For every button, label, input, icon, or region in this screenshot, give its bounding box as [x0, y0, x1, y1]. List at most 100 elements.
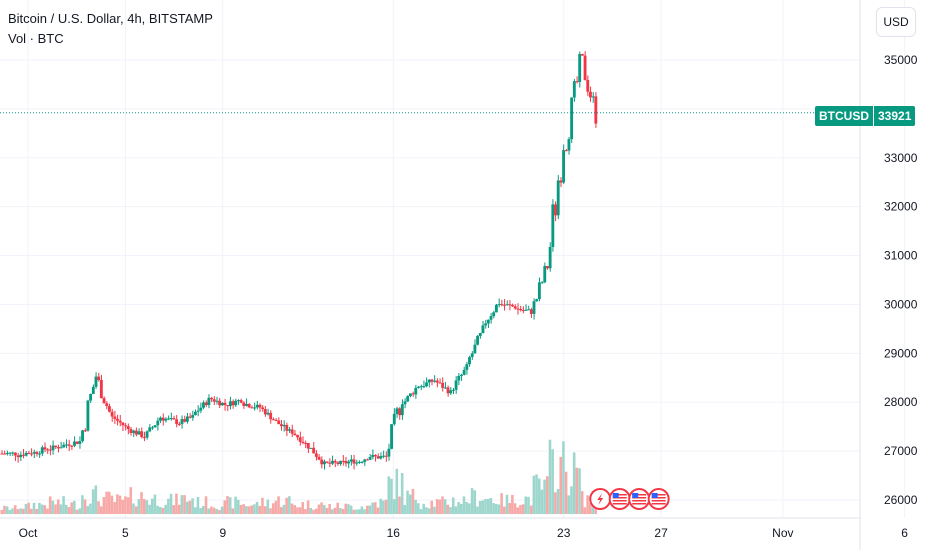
volume-bar	[446, 504, 450, 514]
volume-bar	[124, 496, 127, 514]
volume-bar	[121, 499, 124, 514]
volume-bar	[417, 503, 420, 514]
candle-body	[239, 400, 243, 403]
x-tick-label: 5	[122, 526, 129, 540]
volume-bar	[578, 468, 581, 514]
volume-bar	[129, 487, 133, 514]
candle-body	[336, 462, 340, 464]
volume-bar	[325, 507, 329, 514]
us-flag-icon[interactable]	[608, 488, 631, 510]
volume-bar	[422, 503, 425, 514]
candle-body	[21, 454, 25, 456]
candle-body	[344, 461, 348, 464]
candle-body	[46, 449, 50, 451]
candle-body	[78, 441, 82, 444]
volume-bar	[279, 507, 283, 514]
volume-bar	[271, 503, 275, 514]
candle-body	[91, 386, 95, 394]
candle-body	[40, 447, 44, 454]
x-tick-label: 16	[387, 526, 401, 540]
volume-bar	[519, 504, 522, 514]
x-tick-label: 23	[557, 526, 571, 540]
volume-bar	[59, 504, 63, 514]
candle-body	[285, 424, 289, 431]
candle-body	[368, 457, 372, 460]
candle-body	[121, 422, 125, 426]
candle-body	[83, 430, 87, 432]
candle-body	[269, 412, 273, 420]
volume-bar	[433, 506, 436, 514]
candle-body	[5, 453, 9, 455]
volume-bar	[349, 505, 353, 514]
volume-bar	[148, 504, 151, 514]
candle-body	[277, 420, 281, 425]
lightning-icon[interactable]	[589, 488, 612, 510]
candle-body	[110, 411, 114, 417]
candle-body	[8, 452, 12, 454]
candle-body	[460, 374, 463, 376]
us-flag-icon[interactable]	[628, 488, 651, 510]
candle-body	[118, 420, 122, 423]
volume-bar	[107, 491, 111, 514]
candle-body	[271, 419, 275, 421]
volume-bar	[296, 507, 299, 514]
candle-body	[414, 387, 418, 395]
volume-bar	[239, 504, 243, 514]
volume-bar	[94, 485, 98, 514]
volume-bar	[3, 505, 6, 514]
candle-body	[54, 445, 58, 448]
candle-body	[242, 402, 246, 406]
volume-bar	[478, 501, 482, 514]
candle-body	[417, 386, 420, 388]
volume-bar	[282, 504, 286, 514]
candle-body	[411, 393, 415, 395]
candle-body	[258, 404, 262, 408]
volume-bar	[543, 479, 546, 514]
volume-bar	[35, 509, 38, 514]
volume-bar	[81, 495, 84, 514]
volume-bar	[374, 502, 377, 514]
candle-body	[537, 282, 541, 300]
volume-bar	[199, 508, 202, 514]
volume-bar	[379, 498, 382, 514]
candle-body	[529, 309, 533, 314]
volume-bar	[540, 489, 544, 514]
volume-bar	[177, 504, 181, 514]
candle-body	[185, 416, 189, 422]
volume-bar	[355, 509, 358, 514]
volume-bar	[8, 510, 12, 514]
candle-body	[199, 407, 203, 411]
volume-bar	[164, 504, 167, 514]
volume-bar	[527, 496, 530, 514]
event-markers[interactable]	[589, 488, 670, 510]
us-flag-icon[interactable]	[647, 488, 670, 510]
candle-body	[70, 445, 74, 447]
currency-button[interactable]: USD	[876, 7, 916, 37]
candle-body	[433, 380, 437, 382]
volume-bar	[62, 496, 65, 514]
candle-body	[298, 437, 302, 442]
volume-bar	[293, 505, 296, 514]
volume-bar	[150, 498, 154, 514]
candle-body	[142, 437, 146, 439]
candle-body	[140, 431, 144, 438]
volume-bar	[156, 505, 159, 514]
y-tick-label: 33000	[884, 151, 918, 165]
volume-bar	[516, 507, 520, 514]
candle-body	[435, 380, 439, 383]
volume-bar	[580, 491, 584, 514]
candle-body	[513, 306, 517, 309]
candle-body	[94, 376, 98, 387]
candle-body	[524, 309, 528, 311]
volume-label[interactable]: Vol · BTC	[8, 31, 64, 46]
price-tag-value: 33921	[874, 106, 916, 126]
candle-body	[392, 413, 396, 425]
volume-bar	[363, 509, 366, 514]
symbol-title[interactable]: Bitcoin / U.S. Dollar, 4h, BITSTAMP	[8, 11, 213, 26]
volume-bar	[387, 476, 391, 514]
candle-body	[11, 452, 15, 454]
volume-bar	[567, 495, 571, 514]
volume-bar	[398, 496, 401, 514]
volume-bar	[419, 509, 423, 514]
